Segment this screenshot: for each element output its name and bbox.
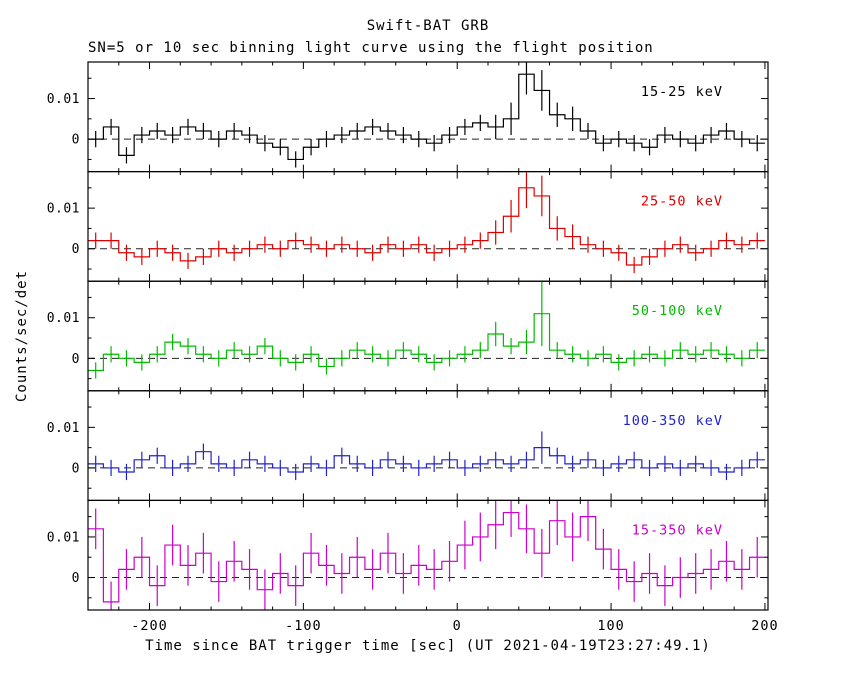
error-bars	[95, 62, 758, 168]
panel-frame	[87, 61, 769, 173]
x-axis-label: Time since BAT trigger time [sec] (UT 20…	[145, 638, 711, 654]
panel-50-100-kev: 0 0.01 50-100 keV	[47, 280, 769, 392]
tick-marks	[87, 390, 768, 501]
y-tick-label: 0.01	[47, 421, 80, 436]
tick-marks	[87, 500, 768, 610]
band-label: 50-100 keV	[632, 303, 723, 319]
y-tick-label: 0.01	[47, 530, 80, 545]
step-line	[88, 313, 765, 372]
panel-100-350-kev: 0 0.01 100-350 keV	[47, 390, 769, 501]
page-title: Swift-BAT GRB	[366, 18, 490, 34]
error-bars	[95, 171, 758, 274]
y-tick-label: 0	[72, 133, 80, 148]
tick-marks	[87, 171, 768, 282]
panel-frame	[87, 280, 769, 392]
panel-25-50-kev: 0 0.01 25-50 keV	[47, 171, 769, 282]
panel-frame	[87, 390, 769, 501]
y-tick-label: 0.01	[47, 202, 80, 217]
step-line	[88, 187, 765, 266]
tick-marks	[87, 62, 768, 172]
y-tick-label: 0	[72, 461, 80, 476]
band-label: 25-50 keV	[641, 194, 723, 210]
band-label: 15-350 keV	[632, 522, 723, 538]
y-tick-label: 0.01	[47, 92, 80, 107]
tick-marks	[87, 281, 768, 391]
x-tick-label: 0	[453, 618, 462, 634]
panel-15-350-kev: 0 0.01 15-350 keV	[47, 499, 769, 611]
panel-15-25-kev: 0 0.01 15-25 keV	[47, 61, 769, 173]
y-tick-label: 0.01	[47, 311, 80, 326]
y-tick-label: 0	[72, 571, 80, 586]
chart-subtitle: SN=5 or 10 sec binning light curve using…	[88, 40, 654, 56]
panel-frame	[87, 171, 769, 282]
band-label: 15-25 keV	[641, 84, 723, 100]
panel-frame	[87, 499, 769, 611]
error-bars	[95, 431, 758, 481]
x-tick-label: 100	[597, 618, 624, 634]
error-bars	[95, 500, 758, 610]
error-bars	[95, 281, 758, 379]
y-tick-label: 0	[72, 352, 80, 367]
x-tick-label: -200	[131, 618, 168, 634]
x-tick-label: -100	[285, 618, 322, 634]
y-tick-label: 0	[72, 242, 80, 257]
band-label: 100-350 keV	[623, 413, 723, 429]
x-tick-label: 200	[751, 618, 778, 634]
